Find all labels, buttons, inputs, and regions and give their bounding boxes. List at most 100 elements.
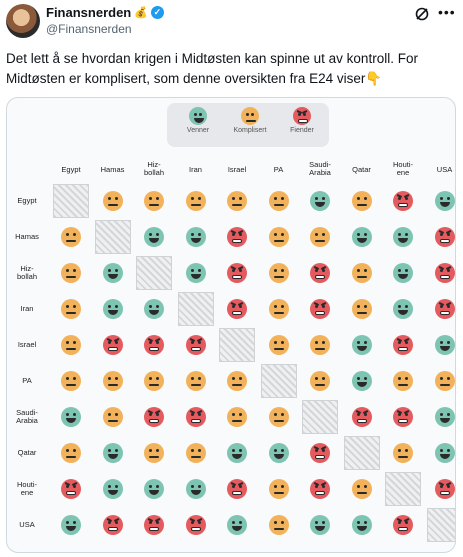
fiender-face-icon bbox=[434, 227, 455, 247]
relation-cell bbox=[427, 220, 456, 254]
venner-face-icon bbox=[227, 515, 247, 535]
relation-cell bbox=[344, 364, 380, 398]
fiender-face-icon bbox=[310, 263, 330, 283]
relation-cell bbox=[178, 472, 214, 506]
venner-face-icon bbox=[102, 443, 123, 463]
relation-cell bbox=[136, 220, 172, 254]
fiender-face-icon bbox=[393, 335, 413, 355]
relation-cell bbox=[385, 364, 421, 398]
relation-cell bbox=[261, 436, 297, 470]
komplisert-face-icon bbox=[61, 335, 81, 355]
row-label: USA bbox=[19, 520, 35, 529]
komplisert-face-icon bbox=[268, 407, 289, 427]
komplisert-face-icon bbox=[310, 227, 330, 247]
relation-cell bbox=[261, 184, 297, 218]
fiender-face-icon bbox=[227, 479, 247, 499]
relation-cell bbox=[95, 400, 131, 434]
fiender-face-icon bbox=[310, 299, 330, 319]
relation-cell bbox=[261, 508, 297, 542]
grok-icon[interactable] bbox=[414, 6, 430, 22]
fiender-face-icon bbox=[185, 407, 206, 427]
venner-face-icon bbox=[351, 227, 372, 247]
fiender-face-icon bbox=[61, 479, 81, 499]
venner-face-icon bbox=[61, 515, 81, 535]
relation-cell bbox=[261, 472, 297, 506]
venner-face-icon bbox=[434, 335, 455, 355]
fiender-face-icon bbox=[102, 515, 123, 535]
komplisert-face-icon bbox=[310, 335, 330, 355]
komplisert-face-icon bbox=[393, 443, 413, 463]
venner-face-icon bbox=[268, 443, 289, 463]
relation-cell bbox=[95, 472, 131, 506]
row-label: Saudi- Arabia bbox=[16, 408, 38, 425]
legend-label: Komplisert bbox=[233, 127, 267, 134]
venner-face-icon bbox=[144, 227, 164, 247]
relation-cell bbox=[53, 256, 89, 290]
venner-face-icon bbox=[144, 299, 164, 319]
relation-cell bbox=[261, 328, 297, 362]
relation-cell bbox=[302, 508, 338, 542]
fiender-face-icon bbox=[227, 263, 247, 283]
relation-cell bbox=[385, 292, 421, 326]
legend-label: Venner bbox=[186, 127, 210, 134]
komplisert-face-icon bbox=[144, 191, 164, 211]
relation-cell bbox=[136, 292, 172, 326]
fiender-face-icon bbox=[393, 191, 413, 211]
author-name-row[interactable]: Finansnerden 💰 ✓ bbox=[46, 5, 164, 20]
more-icon[interactable]: ••• bbox=[438, 4, 456, 20]
fiender-face-icon bbox=[227, 299, 247, 319]
relation-cell bbox=[178, 184, 214, 218]
komplisert-face-icon bbox=[227, 371, 247, 391]
relation-cell bbox=[427, 256, 456, 290]
komplisert-face-icon bbox=[61, 263, 81, 283]
fiender-face-icon bbox=[434, 479, 455, 499]
venner-face-icon bbox=[102, 479, 123, 499]
komplisert-face-icon bbox=[268, 335, 289, 355]
fiender-face-icon bbox=[434, 263, 455, 283]
fiender-face-icon bbox=[310, 443, 330, 463]
relation-cell bbox=[219, 184, 255, 218]
relation-cell bbox=[178, 436, 214, 470]
tweet-media-image[interactable]: Venner Komplisert Fiender Egypt Egypt Hamas H… bbox=[6, 97, 456, 553]
fiender-face-icon bbox=[393, 515, 413, 535]
legend-item-venner: Venner bbox=[171, 107, 225, 134]
venner-face-icon bbox=[310, 191, 330, 211]
diagonal-cell bbox=[177, 292, 214, 326]
relation-cell bbox=[344, 472, 380, 506]
relation-cell bbox=[219, 400, 255, 434]
avatar[interactable] bbox=[6, 4, 40, 38]
column-label: PA bbox=[273, 165, 284, 174]
venner-face-icon bbox=[102, 299, 123, 319]
relation-cell bbox=[219, 472, 255, 506]
relation-cell bbox=[385, 256, 421, 290]
relation-cell bbox=[53, 436, 89, 470]
komplisert-face-icon bbox=[268, 191, 289, 211]
relation-cell bbox=[178, 328, 214, 362]
column-label: Iran bbox=[189, 165, 202, 174]
relation-cell bbox=[53, 400, 89, 434]
komplisert-face-icon bbox=[227, 191, 247, 211]
fiender-face-icon bbox=[434, 299, 455, 319]
relation-cell bbox=[136, 364, 172, 398]
diagonal-cell bbox=[426, 508, 455, 542]
komplisert-face-icon bbox=[185, 191, 206, 211]
relation-cell bbox=[344, 400, 380, 434]
column-label: Israel bbox=[227, 165, 247, 174]
venner-face-icon bbox=[434, 191, 455, 211]
venner-face-icon bbox=[144, 479, 164, 499]
author-handle[interactable]: @Finansnerden bbox=[46, 22, 132, 36]
relation-cell bbox=[136, 436, 172, 470]
komplisert-face-icon bbox=[393, 371, 413, 391]
relation-cell bbox=[219, 508, 255, 542]
author-name[interactable]: Finansnerden bbox=[46, 5, 132, 20]
relation-cell bbox=[344, 328, 380, 362]
column-label: Saudi- Arabia bbox=[309, 160, 331, 177]
venner-face-icon bbox=[102, 263, 123, 283]
column-label: Egypt bbox=[61, 165, 81, 174]
relation-cell bbox=[178, 256, 214, 290]
relation-cell bbox=[53, 328, 89, 362]
money-bag-emoji: 💰 bbox=[134, 7, 148, 19]
relation-cell bbox=[344, 184, 380, 218]
fiender-face-icon bbox=[185, 335, 206, 355]
relation-cell bbox=[53, 472, 89, 506]
